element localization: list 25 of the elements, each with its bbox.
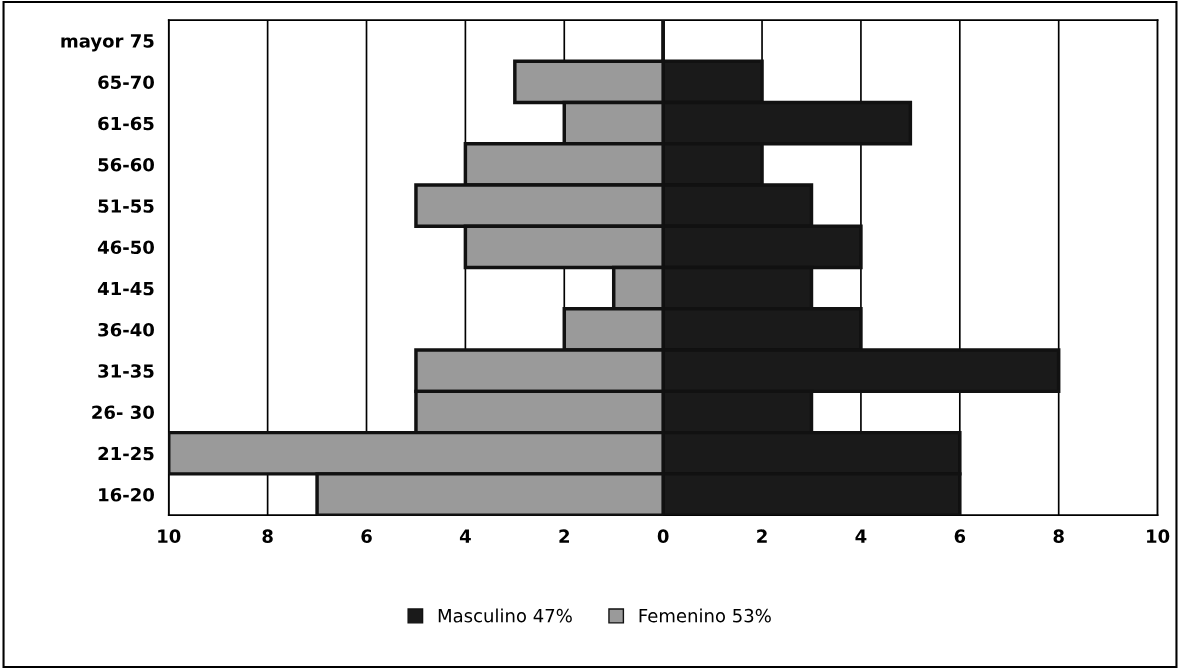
y-tick-label: 61-65 bbox=[98, 116, 154, 131]
x-tick-label: 2 bbox=[757, 529, 767, 543]
x-tick-label: 8 bbox=[262, 529, 273, 543]
x-tick-label: 6 bbox=[361, 529, 372, 543]
x-tick-label: 10 bbox=[1147, 529, 1170, 543]
x-tick-label: 0 bbox=[657, 529, 669, 543]
y-tick-label: 26- 30 bbox=[92, 405, 154, 420]
y-tick-label: 65-70 bbox=[98, 75, 154, 90]
legend-label: Femenino 53% bbox=[639, 608, 771, 623]
legend-label: Masculino 47% bbox=[438, 608, 572, 623]
y-tick-label: 31-35 bbox=[98, 364, 154, 378]
x-tick-label: 10 bbox=[158, 529, 181, 543]
y-tick-label: 36-40 bbox=[98, 322, 154, 337]
y-tick-label: 21-25 bbox=[98, 446, 154, 461]
x-tick-label: 2 bbox=[559, 529, 569, 543]
y-tick-label: 41-45 bbox=[97, 281, 154, 296]
x-tick-label: 4 bbox=[459, 529, 471, 543]
y-tick-label: mayor 75 bbox=[61, 34, 154, 52]
y-tick-label: 16-20 bbox=[99, 487, 154, 502]
x-tick-label: 8 bbox=[1053, 529, 1064, 543]
x-tick-label: 4 bbox=[855, 529, 867, 543]
y-tick-label: 56-60 bbox=[98, 157, 154, 172]
y-tick-label: 51-55 bbox=[98, 199, 154, 213]
x-tick-label: 6 bbox=[954, 529, 966, 543]
y-tick-label: 46-50 bbox=[97, 240, 154, 255]
